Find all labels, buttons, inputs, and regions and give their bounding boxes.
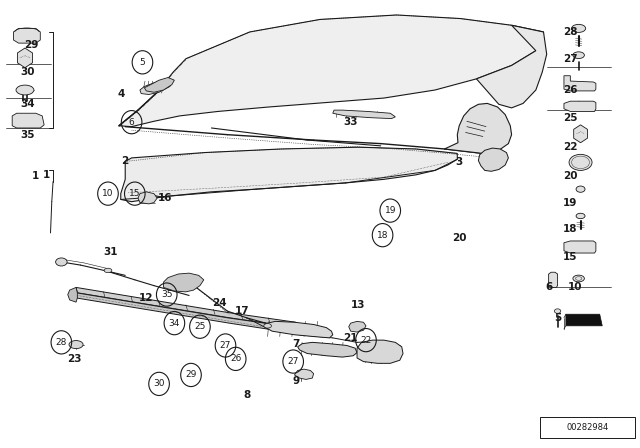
Polygon shape (119, 15, 543, 127)
Text: 21: 21 (344, 333, 358, 343)
Text: 1: 1 (32, 171, 40, 181)
Text: 3: 3 (456, 157, 463, 168)
Polygon shape (478, 148, 508, 171)
Polygon shape (349, 321, 366, 332)
Text: 20: 20 (452, 233, 467, 243)
Polygon shape (294, 369, 314, 379)
Ellipse shape (104, 268, 112, 273)
Text: 16: 16 (158, 193, 173, 203)
Polygon shape (68, 288, 77, 302)
Ellipse shape (16, 85, 34, 95)
Polygon shape (357, 340, 403, 363)
Ellipse shape (554, 309, 561, 313)
Polygon shape (17, 48, 33, 68)
Text: 30: 30 (154, 379, 165, 388)
Polygon shape (76, 293, 296, 333)
Text: 19: 19 (563, 198, 577, 207)
Text: 17: 17 (235, 306, 250, 316)
Polygon shape (76, 288, 298, 327)
Polygon shape (476, 25, 547, 108)
Text: 8: 8 (243, 390, 250, 400)
Text: 25: 25 (563, 113, 577, 123)
Polygon shape (140, 80, 172, 95)
Ellipse shape (573, 275, 584, 282)
Text: 6: 6 (129, 118, 134, 127)
Ellipse shape (576, 186, 585, 192)
Ellipse shape (576, 213, 585, 219)
Text: 4: 4 (117, 90, 124, 99)
Circle shape (569, 154, 592, 170)
Polygon shape (164, 273, 204, 292)
Text: 27: 27 (563, 54, 578, 64)
Text: 29: 29 (186, 370, 196, 379)
Text: 28: 28 (563, 27, 577, 37)
Text: 18: 18 (377, 231, 388, 240)
Polygon shape (564, 76, 596, 91)
Text: 15: 15 (129, 189, 141, 198)
Text: 26: 26 (230, 354, 241, 363)
Text: 26: 26 (563, 85, 577, 95)
Ellipse shape (264, 323, 271, 328)
Text: 27: 27 (220, 341, 231, 350)
Text: 13: 13 (351, 300, 365, 310)
Text: 18: 18 (563, 224, 577, 234)
Text: 5: 5 (140, 58, 145, 67)
Polygon shape (573, 125, 588, 143)
Text: 5: 5 (554, 313, 561, 323)
Text: 2: 2 (122, 156, 129, 167)
Text: 28: 28 (56, 338, 67, 347)
Text: 25: 25 (195, 322, 205, 331)
Text: 33: 33 (344, 117, 358, 127)
Polygon shape (564, 101, 596, 112)
Text: 24: 24 (212, 298, 227, 309)
Text: 34: 34 (169, 319, 180, 327)
Text: 35: 35 (20, 129, 35, 140)
Polygon shape (333, 110, 396, 119)
Text: 10: 10 (102, 189, 114, 198)
Text: 7: 7 (292, 339, 300, 349)
Text: 34: 34 (20, 99, 35, 109)
Text: 31: 31 (103, 247, 118, 257)
Text: 6: 6 (545, 282, 552, 293)
Polygon shape (298, 342, 357, 357)
Ellipse shape (573, 52, 584, 59)
Text: 23: 23 (67, 354, 81, 364)
Polygon shape (266, 321, 333, 338)
Text: 10: 10 (568, 282, 582, 293)
Text: 9: 9 (292, 376, 300, 386)
Polygon shape (548, 272, 557, 288)
Text: 22: 22 (563, 142, 577, 152)
Ellipse shape (69, 340, 83, 349)
Text: 15: 15 (563, 253, 577, 263)
Polygon shape (564, 241, 596, 253)
Polygon shape (566, 314, 602, 326)
Text: 12: 12 (139, 293, 154, 303)
Text: 27: 27 (287, 357, 299, 366)
Text: 22: 22 (360, 336, 372, 345)
Text: 35: 35 (161, 290, 173, 299)
Text: 00282984: 00282984 (566, 423, 609, 432)
Polygon shape (12, 113, 44, 128)
Polygon shape (145, 78, 174, 92)
Text: 1: 1 (43, 170, 51, 180)
Polygon shape (13, 28, 40, 43)
Text: 20: 20 (563, 171, 577, 181)
Text: 19: 19 (385, 206, 396, 215)
Ellipse shape (56, 258, 67, 266)
Polygon shape (138, 192, 157, 204)
Polygon shape (121, 147, 458, 202)
Polygon shape (445, 103, 511, 153)
Text: 30: 30 (20, 67, 35, 77)
Text: 29: 29 (24, 40, 38, 50)
Ellipse shape (572, 24, 586, 32)
